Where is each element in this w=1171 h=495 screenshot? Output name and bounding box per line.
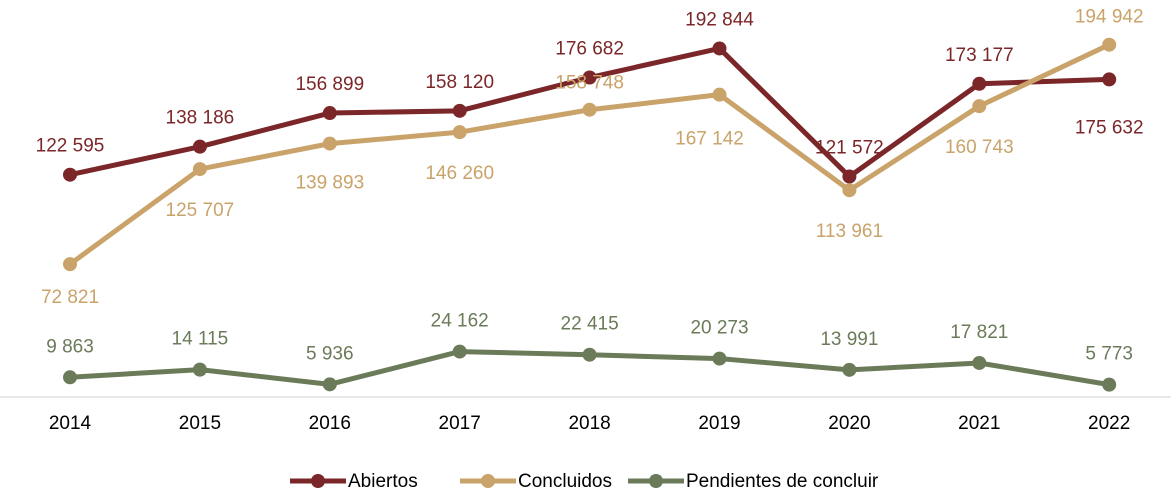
x-tick-label: 2018 bbox=[568, 413, 610, 434]
marker bbox=[192, 162, 207, 177]
data-label: 121 572 bbox=[815, 138, 884, 159]
x-tick-label: 2017 bbox=[439, 413, 481, 434]
marker bbox=[972, 99, 987, 114]
marker bbox=[842, 169, 857, 184]
data-label: 194 942 bbox=[1075, 7, 1144, 28]
data-label: 24 162 bbox=[431, 311, 489, 332]
marker bbox=[452, 125, 467, 140]
marker bbox=[63, 370, 77, 385]
data-label: 9 863 bbox=[46, 336, 94, 357]
marker bbox=[1102, 377, 1117, 392]
x-tick-label: 2014 bbox=[49, 413, 92, 434]
marker bbox=[452, 103, 467, 118]
legend-marker bbox=[311, 474, 325, 488]
marker bbox=[63, 257, 77, 272]
marker bbox=[842, 362, 857, 377]
legend-label: Concluidos bbox=[518, 471, 612, 492]
x-tick-label: 2016 bbox=[309, 413, 351, 434]
marker bbox=[1102, 72, 1117, 87]
data-label: 139 893 bbox=[295, 173, 364, 194]
data-label: 158 120 bbox=[425, 72, 494, 93]
data-label: 13 991 bbox=[820, 329, 878, 350]
data-label: 160 743 bbox=[945, 137, 1014, 158]
x-tick-label: 2020 bbox=[828, 413, 870, 434]
data-label: 5 773 bbox=[1085, 344, 1133, 365]
x-tick-label: 2022 bbox=[1088, 413, 1130, 434]
data-label: 175 632 bbox=[1075, 117, 1144, 138]
marker bbox=[712, 351, 727, 366]
data-label: 176 682 bbox=[555, 39, 624, 60]
marker bbox=[972, 355, 987, 370]
data-label: 125 707 bbox=[166, 200, 235, 221]
data-label: 14 115 bbox=[172, 329, 229, 350]
legend-marker bbox=[481, 474, 495, 488]
marker bbox=[582, 102, 597, 117]
marker bbox=[712, 41, 727, 56]
data-label: 167 142 bbox=[675, 129, 744, 150]
data-label: 138 186 bbox=[166, 108, 235, 129]
x-tick-label: 2019 bbox=[698, 413, 740, 434]
data-label: 22 415 bbox=[561, 314, 619, 335]
marker bbox=[582, 70, 597, 85]
data-label: 122 595 bbox=[36, 136, 105, 157]
legend-marker bbox=[649, 474, 663, 488]
x-tick-label: 2021 bbox=[958, 413, 1000, 434]
marker bbox=[322, 106, 337, 121]
data-label: 17 821 bbox=[950, 322, 1008, 343]
data-label: 192 844 bbox=[685, 9, 754, 30]
legend-label: Pendientes de concluir bbox=[686, 471, 879, 492]
marker bbox=[322, 136, 337, 151]
data-label: 72 821 bbox=[41, 287, 99, 308]
data-label: 20 273 bbox=[690, 318, 748, 339]
marker bbox=[1102, 37, 1117, 52]
marker bbox=[712, 87, 727, 102]
data-label: 146 260 bbox=[425, 163, 494, 184]
marker bbox=[192, 139, 207, 154]
x-tick-label: 2015 bbox=[179, 413, 221, 434]
marker bbox=[452, 344, 467, 359]
legend-label: Abiertos bbox=[348, 471, 418, 492]
marker bbox=[192, 362, 207, 377]
marker bbox=[582, 347, 597, 362]
data-label: 158 748 bbox=[555, 73, 624, 94]
data-label: 156 899 bbox=[295, 74, 364, 95]
data-label: 173 177 bbox=[945, 45, 1014, 66]
marker bbox=[63, 167, 77, 182]
marker bbox=[322, 377, 337, 392]
data-label: 5 936 bbox=[306, 343, 354, 364]
data-label: 113 961 bbox=[816, 221, 883, 242]
marker bbox=[842, 183, 857, 198]
marker bbox=[972, 76, 987, 91]
